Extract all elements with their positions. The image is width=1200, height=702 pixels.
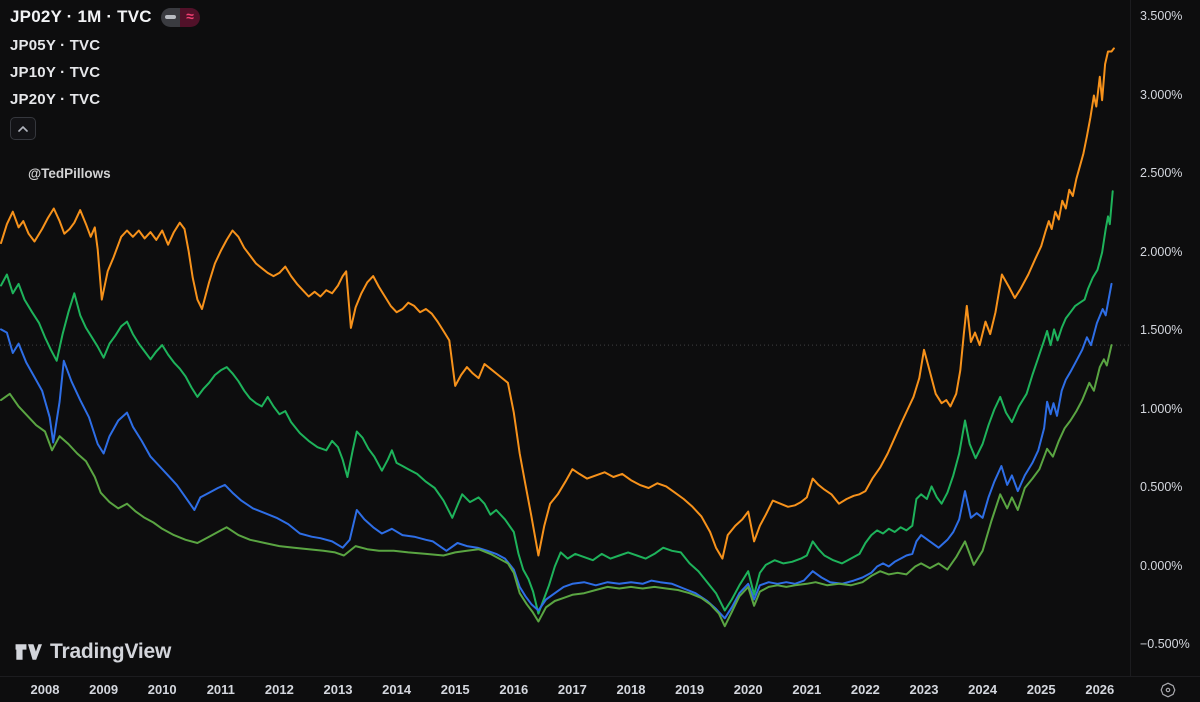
time-axis-label: 2026 <box>1085 682 1115 697</box>
legend-row-jp20y[interactable]: JP20Y · TVC <box>10 89 200 109</box>
approx-mode-icon[interactable]: ≈ <box>180 7 200 27</box>
time-axis-label: 2014 <box>382 682 412 697</box>
axis-settings-gear-icon[interactable] <box>1160 682 1176 698</box>
time-axis-label: 2010 <box>147 682 177 697</box>
legend: JP02Y · 1M · TVC ≈ JP05Y · TVC JP10Y · T… <box>10 6 200 140</box>
chevron-up-icon <box>18 125 28 132</box>
time-axis-label: 2024 <box>968 682 998 697</box>
time-axis-label: 2015 <box>440 682 470 697</box>
time-axis-label: 2008 <box>30 682 60 697</box>
price-axis-label: 3.500% <box>1140 9 1183 23</box>
compare-symbol-label[interactable]: JP10Y · TVC <box>10 63 101 81</box>
legend-collapse-button[interactable] <box>10 117 36 140</box>
chart-plot-area[interactable] <box>0 0 1200 676</box>
price-axis-label: −0.500% <box>1140 637 1190 651</box>
series-line-jp02y[interactable] <box>0 344 1113 628</box>
price-axis-label: 3.000% <box>1140 87 1183 102</box>
line-mode-icon[interactable] <box>160 7 181 27</box>
time-axis-label: 2018 <box>616 682 646 697</box>
compare-symbol-label[interactable]: JP20Y · TVC <box>10 90 101 108</box>
series-line-jp05y[interactable] <box>0 282 1113 620</box>
time-axis[interactable]: 2008 2009 2010 2011 2012 2013 2014 2015 2016 2017… <box>0 676 1200 702</box>
time-axis-label: 2009 <box>89 682 119 697</box>
legend-row-jp05y[interactable]: JP05Y · TVC <box>10 35 200 55</box>
time-axis-label: 2017 <box>557 682 587 697</box>
price-axis[interactable]: 3.500% 3.000% 2.500% 2.000% 1.500% 1.000% 0.50… <box>1130 0 1200 676</box>
price-axis-label: 1.000% <box>1140 401 1183 416</box>
compare-symbol-label[interactable]: JP05Y · TVC <box>10 36 101 54</box>
tradingview-logo-text: TradingView <box>50 640 172 663</box>
watermark: @TedPillows <box>28 166 111 181</box>
price-axis-label: 1.500% <box>1140 323 1183 337</box>
series-mode-toggle[interactable]: ≈ <box>160 7 200 27</box>
time-axis-label: 2012 <box>264 682 294 697</box>
price-axis-label: 0.000% <box>1140 558 1183 573</box>
time-axis-label: 2025 <box>1026 682 1056 697</box>
time-axis-label: 2011 <box>206 682 235 697</box>
legend-row-main[interactable]: JP02Y · 1M · TVC ≈ <box>10 6 200 28</box>
price-axis-label: 0.500% <box>1140 480 1183 494</box>
series-line-jp10y[interactable] <box>0 190 1114 615</box>
time-axis-label: 2023 <box>909 682 939 697</box>
time-axis-label: 2020 <box>733 682 763 697</box>
series-line-jp20y[interactable] <box>0 47 1115 560</box>
main-symbol-label[interactable]: JP02Y · 1M · TVC <box>10 7 152 26</box>
price-axis-label: 2.500% <box>1140 166 1183 180</box>
time-axis-label: 2013 <box>323 682 353 697</box>
time-axis-label: 2021 <box>792 682 822 697</box>
time-axis-label: 2022 <box>850 682 880 697</box>
price-axis-label: 2.000% <box>1140 244 1183 259</box>
legend-row-jp10y[interactable]: JP10Y · TVC <box>10 62 200 82</box>
tradingview-logo-icon <box>15 644 42 660</box>
time-axis-label: 2019 <box>675 682 705 697</box>
tradingview-logo[interactable]: TradingView <box>14 640 171 664</box>
time-axis-label: 2016 <box>499 682 529 697</box>
